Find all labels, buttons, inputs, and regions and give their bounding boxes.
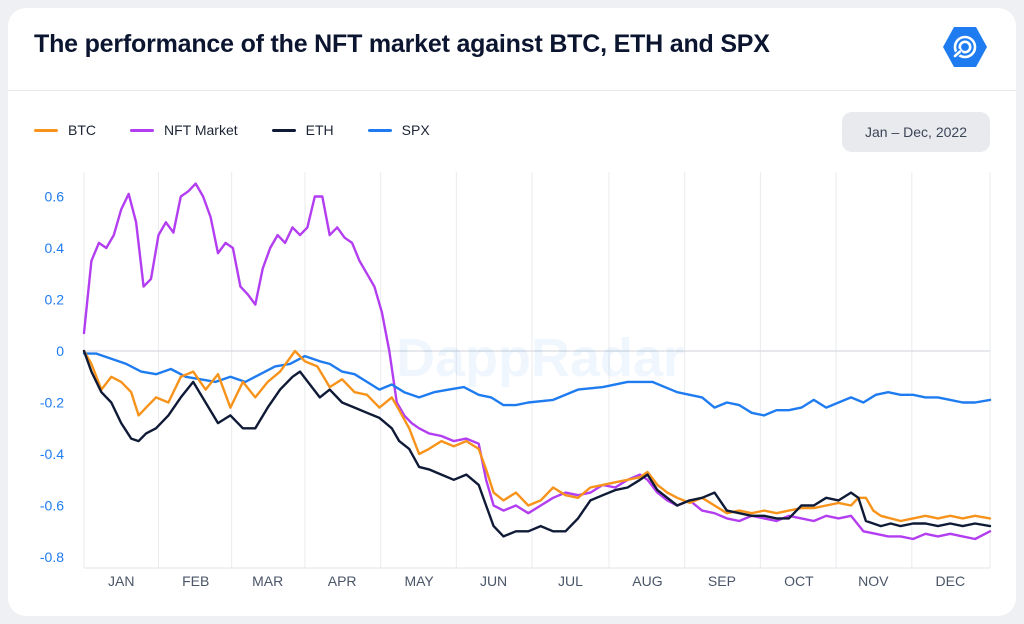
y-tick-label: 0 bbox=[56, 343, 64, 359]
legend-label-eth: ETH bbox=[305, 122, 334, 138]
x-tick-label: AUG bbox=[632, 573, 662, 589]
x-tick-label: NOV bbox=[858, 573, 889, 589]
chart-legend: BTC NFT Market ETH SPX bbox=[34, 122, 464, 138]
x-tick-label: OCT bbox=[784, 573, 814, 589]
x-tick-label: APR bbox=[328, 573, 357, 589]
series-line-btc bbox=[82, 349, 992, 523]
legend-swatch-spx bbox=[367, 128, 392, 132]
watermark-text: DappRadar bbox=[396, 328, 684, 388]
y-tick-label: -0.2 bbox=[40, 395, 64, 411]
legend-item-spx[interactable]: SPX bbox=[367, 122, 430, 138]
legend-swatch-btc bbox=[34, 128, 58, 132]
dappradar-logo-icon bbox=[943, 27, 987, 67]
legend-label-spx: SPX bbox=[401, 122, 430, 138]
series-line-spx bbox=[82, 352, 992, 417]
y-tick-label: -0.8 bbox=[40, 549, 64, 565]
x-tick-label: DEC bbox=[936, 573, 966, 589]
legend-swatch-nft-market bbox=[130, 128, 154, 132]
chart-card bbox=[8, 8, 1016, 616]
legend-item-btc[interactable]: BTC bbox=[34, 122, 96, 138]
date-range-badge[interactable]: Jan – Dec, 2022 bbox=[842, 112, 990, 152]
series-line-eth bbox=[82, 349, 992, 538]
y-tick-label: -0.6 bbox=[40, 498, 64, 514]
y-tick-label: 0.2 bbox=[45, 292, 65, 308]
legend-label-nft-market: NFT Market bbox=[164, 122, 238, 138]
page-title: The performance of the NFT market agains… bbox=[34, 30, 770, 58]
x-tick-label: JUL bbox=[558, 573, 583, 589]
y-tick-label: -0.4 bbox=[40, 446, 64, 462]
legend-label-btc: BTC bbox=[68, 122, 96, 138]
series-line-nft-market bbox=[82, 182, 992, 541]
x-tick-label: MAY bbox=[404, 573, 434, 589]
x-tick-label: SEP bbox=[708, 573, 736, 589]
y-tick-label: 0.6 bbox=[45, 189, 65, 205]
x-tick-label: FEB bbox=[182, 573, 209, 589]
legend-item-nft-market[interactable]: NFT Market bbox=[130, 122, 238, 138]
legend-item-eth[interactable]: ETH bbox=[271, 122, 334, 138]
y-tick-label: 0.4 bbox=[45, 240, 65, 256]
x-tick-label: JAN bbox=[108, 573, 134, 589]
header-divider bbox=[8, 90, 1016, 91]
legend-swatch-eth bbox=[271, 128, 296, 132]
x-tick-label: JUN bbox=[480, 573, 507, 589]
x-tick-label: MAR bbox=[252, 573, 283, 589]
